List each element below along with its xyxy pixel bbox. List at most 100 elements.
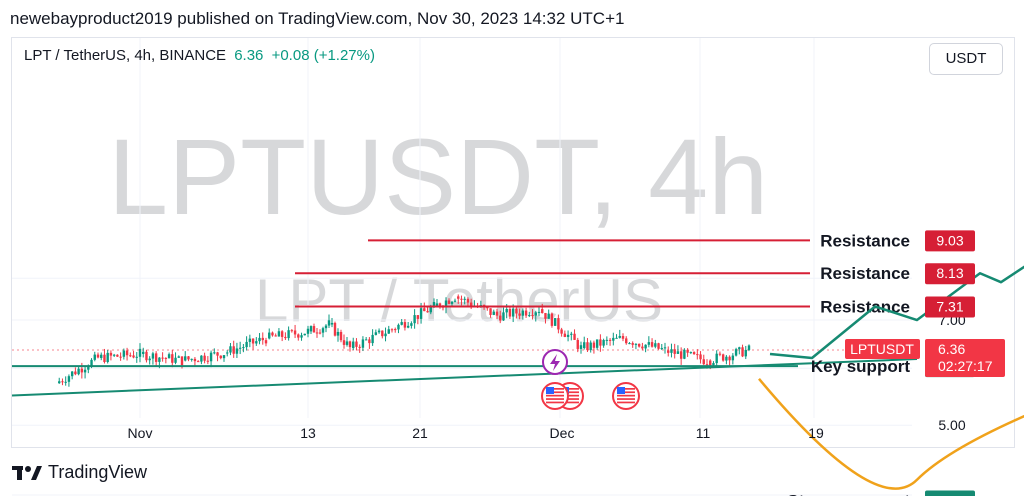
candle-body (460, 298, 463, 300)
alternate-projection[interactable] (758, 378, 1024, 490)
candle-body (721, 354, 725, 361)
candle-body (579, 345, 583, 349)
trendline[interactable] (11, 357, 918, 397)
candle-body (573, 333, 576, 340)
level-price-value: 8.13 (936, 265, 963, 281)
candle-body (423, 308, 426, 312)
x-tick-label: 19 (808, 425, 824, 441)
candle-body (377, 330, 381, 333)
candle-body (235, 348, 239, 354)
candles (58, 294, 751, 387)
candle-body (268, 332, 271, 339)
level-label: Key support (811, 357, 911, 376)
projections[interactable] (758, 240, 1024, 490)
candle-body (734, 349, 738, 356)
candle-body (229, 346, 232, 353)
us-flag-icon[interactable] (612, 382, 640, 410)
candle-body (226, 352, 229, 354)
candle-body (419, 308, 423, 319)
candle-body (744, 349, 747, 357)
level-price-tag (925, 230, 975, 252)
candle-body (518, 313, 521, 316)
level-price-value: 7.31 (936, 298, 963, 314)
level-price-value: 9.03 (936, 232, 963, 248)
candle-body (122, 350, 126, 357)
candle-body (515, 308, 518, 314)
publish-line: newebayproduct2019 published on TradingV… (10, 9, 625, 28)
candle-body (657, 343, 660, 349)
bullish-projection[interactable] (769, 240, 1024, 360)
candle-body (508, 309, 512, 317)
candle-body (330, 322, 334, 325)
candle-body (355, 341, 358, 347)
candle-body (692, 352, 696, 355)
event-icons[interactable] (541, 349, 640, 410)
candle-body (251, 338, 255, 344)
candle-body (560, 329, 563, 334)
candle-body (499, 315, 502, 321)
candle-body (489, 308, 492, 315)
candle-body (544, 313, 547, 319)
candle-body (534, 312, 537, 316)
candle-body (164, 357, 168, 359)
candle-body (469, 302, 473, 307)
candle-body (413, 315, 416, 324)
candle-body (336, 331, 340, 336)
candle-body (612, 337, 615, 341)
candle-body (83, 369, 87, 373)
candle-body (70, 371, 74, 377)
watermark: LPTUSDT, 4h LPT / TetherUS (108, 116, 768, 334)
lightning-icon[interactable] (542, 349, 568, 375)
candle-body (438, 303, 442, 307)
candle-body (258, 337, 261, 342)
ascending-trendline[interactable] (11, 357, 918, 397)
candle-body (381, 330, 384, 337)
candle-body (148, 358, 151, 361)
candle-body (663, 347, 667, 349)
candle-body (689, 352, 693, 354)
candle-body (660, 348, 663, 350)
candle-body (390, 329, 394, 331)
candle-body (154, 353, 158, 362)
candle-body (125, 350, 129, 356)
x-tick-label: Nov (128, 425, 153, 441)
candle-body (521, 310, 525, 316)
candle-body (511, 308, 515, 317)
candle-body (158, 357, 161, 362)
symbol-header[interactable]: LPT / TetherUS, 4h, BINANCE 6.36 +0.08 (… (24, 47, 375, 64)
candle-body (245, 341, 248, 348)
candle-body (261, 337, 264, 341)
candle-body (342, 340, 346, 345)
candle-body (315, 332, 319, 334)
level-price-tag (925, 263, 975, 285)
candle-body (348, 341, 352, 348)
chart-frame (11, 37, 1015, 448)
candle-body (718, 353, 722, 355)
last-price: 6.36 (234, 47, 264, 64)
us-flag-icon[interactable] (541, 382, 569, 410)
candle-body (174, 357, 177, 363)
candle-body (238, 347, 242, 349)
candle-body (699, 354, 702, 360)
level-label: Resistance (820, 231, 910, 250)
candle-body (103, 354, 106, 362)
countdown-timer: 02:27:17 (938, 358, 993, 374)
candle-body (77, 368, 80, 375)
candle-body (129, 355, 132, 357)
level-label: Strong support (787, 492, 910, 496)
candle-body (683, 349, 686, 359)
candle-body (87, 367, 90, 370)
currency-button[interactable]: USDT (929, 43, 1003, 75)
tradingview-logo-icon (12, 465, 42, 480)
candle-body (673, 349, 676, 354)
candle-body (303, 333, 306, 336)
candle-body (135, 356, 138, 358)
candle-body (495, 311, 499, 316)
candle-body (679, 351, 683, 359)
candle-body (222, 355, 226, 359)
candle-body (112, 354, 116, 356)
candle-body (297, 334, 300, 338)
candle-body (712, 363, 715, 366)
